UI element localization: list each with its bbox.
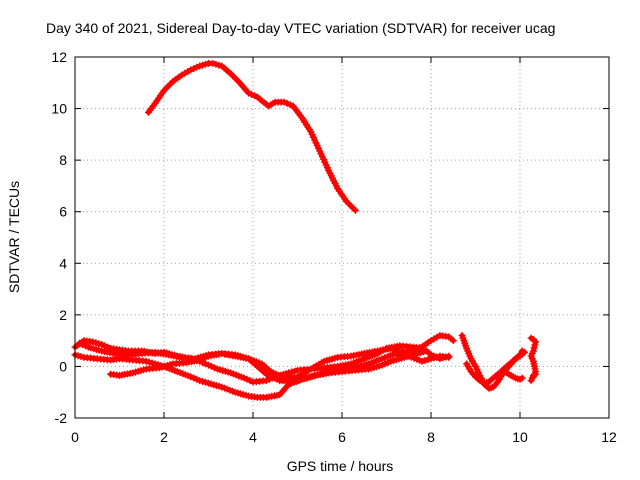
data-point [472,362,479,370]
data-point [518,374,526,382]
data-point [246,377,254,385]
data-point [280,98,288,106]
data-point [196,377,204,385]
data-point [449,337,457,345]
data-point [532,338,540,346]
data-point [532,370,540,378]
data-point [329,368,337,376]
series-pass-c [107,350,453,386]
data-point [95,340,103,348]
series-pass-h [527,334,540,385]
data-point [531,341,539,349]
y-tick-label: 12 [51,49,67,65]
data-point [283,99,291,107]
data-point [148,359,156,367]
data-point [98,341,106,348]
data-point [202,378,209,386]
data-point [248,90,255,98]
data-point [202,360,209,368]
y-tick-label: 10 [51,101,67,117]
data-point [77,353,85,360]
x-tick-label: 0 [71,429,79,445]
series-line [145,60,358,213]
x-tick-label: 8 [427,429,435,445]
y-tick-label: 4 [59,255,67,271]
data-point [381,360,389,368]
series-pass-e [458,332,528,392]
series-satellite-high-arc [144,59,359,214]
data-point [210,364,218,372]
data-point [418,357,426,365]
y-axis-label: SDTVAR / TECUs [6,181,22,293]
y-tick-label: 6 [59,204,67,220]
data-point [291,367,298,375]
data-point [427,355,435,363]
data-point [286,101,294,109]
data-point [202,60,209,68]
y-tick-label: -2 [55,410,68,426]
data-point [240,374,248,382]
data-point [142,357,150,365]
series-pass-d [76,332,457,382]
x-axis-label: GPS time / hours [287,458,394,474]
data-point [351,206,359,214]
data-point [433,353,441,361]
y-tick-label: 0 [59,358,67,374]
data-point [205,361,212,369]
data-point [475,368,482,376]
x-tick-label: 4 [249,429,257,445]
data-point [530,344,538,352]
data-point [187,66,195,74]
data-point [78,341,86,348]
x-tick-label: 10 [512,429,528,445]
data-point [445,353,453,361]
data-point [424,356,432,364]
data-point [193,375,201,383]
y-tick-label: 8 [59,152,67,168]
data-point [335,366,343,374]
y-tick-label: 2 [59,307,67,323]
data-point [187,373,195,381]
series-layer [71,59,540,401]
data-point [516,351,524,359]
data-point [89,338,97,346]
x-tick-label: 2 [160,429,168,445]
x-tick-label: 12 [601,429,617,445]
x-tick-label: 6 [338,429,346,445]
series-pass-g [498,347,526,374]
data-point [518,347,526,355]
data-point [473,365,481,373]
data-point [193,63,201,71]
chart-title: Day 340 of 2021, Sidereal Day-to-day VTE… [46,20,555,36]
data-point [212,60,220,68]
data-point [196,62,204,70]
